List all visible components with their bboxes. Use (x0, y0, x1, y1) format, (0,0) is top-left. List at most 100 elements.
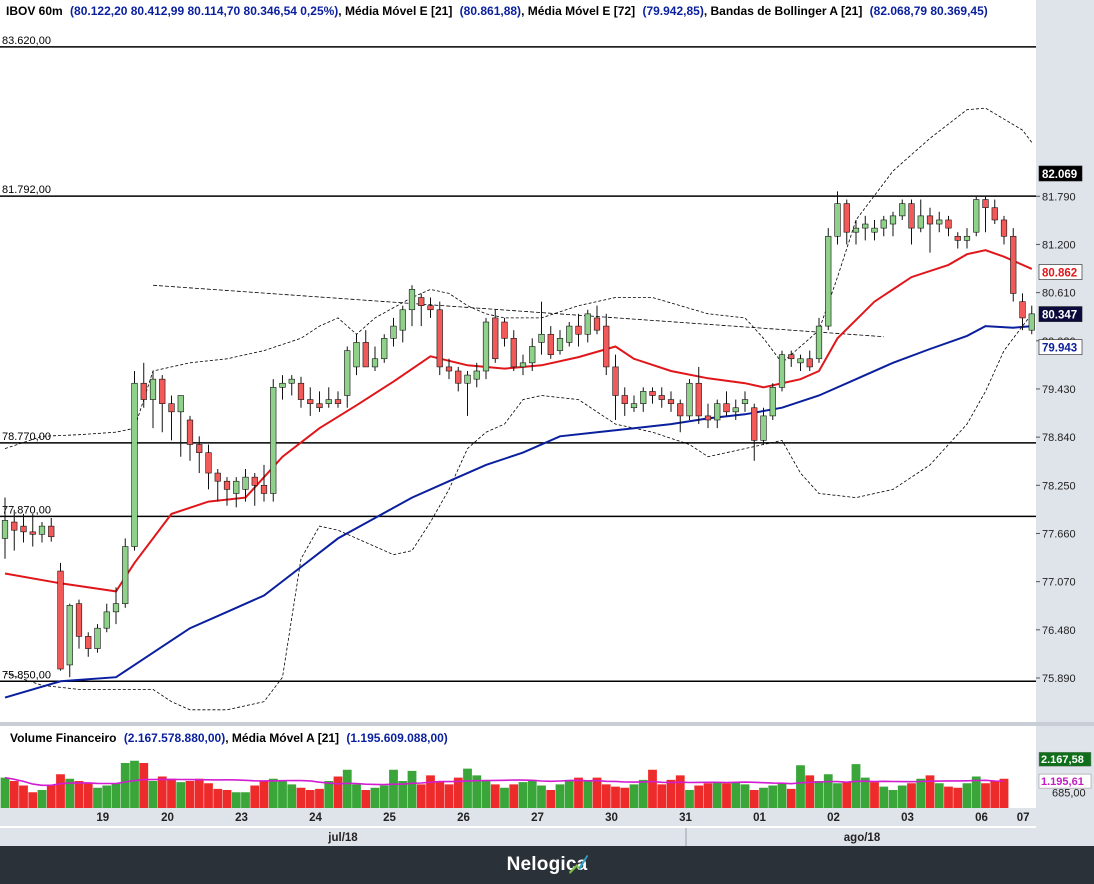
candle (529, 338, 536, 371)
candle (223, 477, 231, 506)
candle-body (686, 382, 693, 417)
volume-bar (102, 785, 112, 808)
candle-body (917, 215, 924, 229)
candle (48, 517, 55, 542)
candle-body (131, 382, 138, 547)
candle-body (297, 382, 305, 400)
volume-bar (9, 781, 19, 808)
candle (159, 375, 166, 433)
volume-bar (916, 778, 926, 808)
volume-ma-value: (1.195.609.088,00) (346, 731, 447, 745)
volume-bar (463, 768, 472, 808)
candle-body (510, 338, 517, 368)
horizontal-line-label: 81.792,00 (2, 184, 51, 196)
x-tick-label: 02 (827, 812, 840, 824)
resistance-trendline[interactable] (152, 284, 884, 338)
volume-ma-label: Média Móvel A [21] (232, 731, 339, 745)
horizontal-lines[interactable]: 83.620,00 81.792,00 78.770,00 77.870,00 75.8… (0, 35, 1036, 683)
volume-bar (870, 782, 879, 808)
y-tick-label: 78.840 (1042, 432, 1076, 444)
candle-body (852, 227, 860, 233)
candle-body (214, 472, 221, 482)
volume-bar (934, 783, 944, 808)
candle (566, 322, 573, 347)
x-tick-label: 23 (235, 812, 248, 824)
y-tick-label: 79.430 (1042, 384, 1076, 396)
volume-bar (981, 783, 990, 808)
candle-body (159, 378, 166, 404)
candle (112, 587, 120, 625)
candle (797, 354, 804, 371)
candle (186, 415, 194, 461)
x-tick-label: 24 (309, 812, 322, 824)
candle-body (529, 346, 536, 364)
volume-bar (490, 784, 500, 808)
volume-bar (574, 777, 583, 808)
candle (445, 358, 453, 380)
candle (741, 391, 749, 412)
candle-body (788, 354, 795, 360)
volume-bar (527, 779, 537, 808)
candle (593, 305, 601, 335)
ema72-value: (79.942,85) (642, 4, 703, 18)
candle (963, 228, 971, 249)
candle (1010, 228, 1017, 302)
candle (714, 399, 721, 429)
volume-bar (999, 778, 1009, 808)
candle (806, 350, 813, 371)
candle-body (621, 395, 628, 404)
volume-bar (971, 776, 981, 808)
candle-body (492, 317, 499, 360)
volume-bar (37, 790, 47, 808)
candle (658, 387, 665, 408)
candle-body (640, 391, 647, 404)
candle (760, 407, 767, 445)
volume-bar (28, 792, 38, 808)
candle (621, 387, 628, 416)
candle (408, 285, 416, 327)
volume-header-sep: , (225, 731, 232, 745)
candle (242, 468, 249, 502)
candle (732, 399, 739, 420)
price-axis (1036, 0, 1094, 846)
candle (899, 199, 906, 220)
candle (982, 195, 989, 233)
candle (1000, 215, 1008, 245)
volume-bar (148, 781, 158, 808)
price-tag-box (1038, 165, 1083, 182)
volume-bar (157, 776, 167, 808)
candle-body (66, 605, 73, 666)
trendline[interactable] (152, 284, 884, 338)
candle (11, 509, 18, 551)
y-tick-label: 78.250 (1042, 480, 1076, 492)
candle-body (94, 627, 101, 649)
volume-bar (296, 787, 306, 808)
volume-bar (777, 783, 787, 808)
candle-body (11, 521, 18, 531)
footer-bar: Nelogica (0, 846, 1094, 884)
volume-tick-label: 2.167,58 (1041, 754, 1084, 766)
candle (667, 391, 675, 412)
candle (751, 403, 758, 461)
volume-bars (0, 760, 1009, 808)
candle (871, 219, 878, 241)
candle-body (501, 321, 508, 339)
volume-bar (120, 763, 130, 808)
candle (769, 383, 776, 420)
candle-body (1010, 235, 1017, 294)
volume-bar (537, 785, 546, 808)
volume-bar (268, 778, 278, 808)
volume-bar (204, 783, 213, 808)
price-tag-label: 80.862 (1042, 268, 1077, 280)
candle-body (408, 289, 416, 311)
price-tag-label: 80.347 (1042, 310, 1077, 322)
candle-body (57, 570, 64, 670)
month-label: ago/18 (844, 832, 881, 844)
candle-body (29, 531, 36, 535)
candle-body (908, 203, 915, 229)
candle (316, 391, 323, 412)
x-axis-labels: 19 20 23 24 25 26 27 30 31 01 02 03 06 07 jul/18 ago/18 (96, 812, 1030, 846)
x-tick-label: 20 (161, 812, 174, 824)
pane-divider[interactable] (0, 722, 1094, 726)
candle (584, 309, 591, 343)
